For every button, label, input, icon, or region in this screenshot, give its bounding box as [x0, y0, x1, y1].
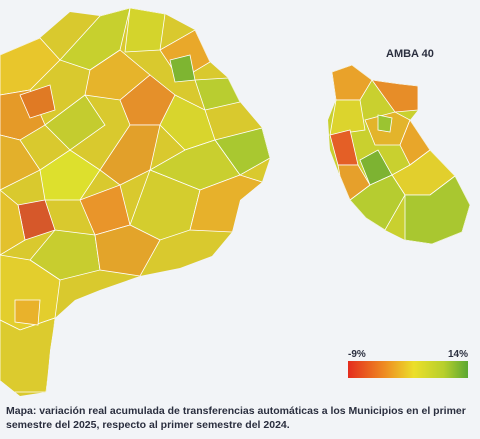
province-map: [0, 8, 270, 396]
caption: Mapa: variación real acumulada de transf…: [6, 405, 466, 431]
color-scale: [348, 361, 468, 378]
scale-min-label: -9%: [348, 349, 366, 360]
scale-max-label: 14%: [448, 349, 469, 360]
inset-title: AMBA 40: [386, 48, 434, 60]
amba-map: [328, 65, 470, 244]
